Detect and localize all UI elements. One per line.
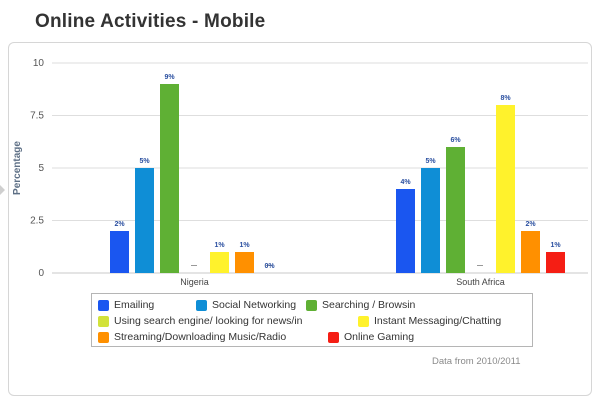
y-axis-ticks: 0 2.5 5 7.5 10 bbox=[30, 58, 44, 279]
legend-swatch bbox=[306, 299, 317, 311]
bar bbox=[421, 168, 440, 273]
legend-label: Emailing bbox=[114, 299, 155, 311]
bar bbox=[210, 252, 229, 273]
y-tick-label: 5 bbox=[38, 163, 44, 174]
data-label: 0% bbox=[264, 263, 275, 270]
data-label: 2% bbox=[114, 221, 125, 228]
legend-swatch bbox=[196, 299, 207, 311]
page-title: Online Activities - Mobile bbox=[35, 11, 266, 32]
data-label: 2% bbox=[525, 221, 536, 228]
data-labels: 2% 5% 9% 1% 1% 0% 4% 5% 6% 8% 2% 1% bbox=[114, 74, 561, 270]
bars bbox=[110, 84, 565, 273]
bar-zero-marker bbox=[266, 265, 272, 266]
data-label: 1% bbox=[214, 242, 225, 249]
bar bbox=[446, 147, 465, 273]
y-tick-label: 2.5 bbox=[30, 216, 44, 227]
bar bbox=[160, 84, 179, 273]
data-label: 1% bbox=[550, 242, 561, 249]
bar bbox=[496, 105, 515, 273]
data-label: 9% bbox=[164, 74, 175, 81]
legend-swatch bbox=[358, 315, 369, 327]
legend-swatch bbox=[98, 315, 109, 327]
x-axis-categories: Nigeria South Africa bbox=[180, 277, 505, 287]
bar bbox=[135, 168, 154, 273]
y-axis-label: Percentage bbox=[12, 141, 23, 195]
data-label: 4% bbox=[400, 179, 411, 186]
data-label: 6% bbox=[450, 137, 461, 144]
legend-item: Online Gaming bbox=[328, 331, 414, 343]
bar-zero-marker bbox=[477, 265, 483, 266]
legend-label: Searching / Browsin bbox=[322, 299, 416, 311]
x-category-label: South Africa bbox=[456, 277, 505, 287]
data-label: 5% bbox=[139, 158, 150, 165]
legend-item: Searching / Browsin bbox=[306, 299, 415, 311]
bar bbox=[110, 231, 129, 273]
data-label: 5% bbox=[425, 158, 436, 165]
source-note: Data from 2010/2011 bbox=[432, 356, 521, 367]
legend-label: Instant Messaging/Chatting bbox=[374, 315, 502, 327]
legend-label: Streaming/Downloading Music/Radio bbox=[114, 331, 287, 343]
bar bbox=[521, 231, 540, 273]
data-label: 8% bbox=[500, 95, 511, 102]
legend-item: Using search engine/ looking for news/in bbox=[98, 315, 303, 327]
bar bbox=[546, 252, 565, 273]
panel-notch bbox=[0, 185, 5, 195]
bar bbox=[396, 189, 415, 273]
legend-label: Using search engine/ looking for news/in bbox=[114, 315, 303, 327]
legend-swatch bbox=[98, 331, 109, 343]
legend-label: Online Gaming bbox=[344, 331, 415, 343]
y-tick-label: 10 bbox=[33, 58, 45, 69]
y-tick-label: 0 bbox=[38, 268, 44, 279]
x-category-label: Nigeria bbox=[180, 277, 209, 287]
legend-item: Social Networking bbox=[196, 299, 296, 311]
legend-swatch bbox=[98, 299, 109, 311]
legend: Emailing Social Networking Searching / Bro… bbox=[91, 293, 533, 347]
data-label: 1% bbox=[239, 242, 250, 249]
y-tick-label: 7.5 bbox=[30, 111, 44, 122]
legend-item: Instant Messaging/Chatting bbox=[358, 315, 501, 327]
bar bbox=[235, 252, 254, 273]
bar-zero-marker bbox=[191, 265, 197, 266]
legend-item: Emailing bbox=[98, 299, 154, 311]
legend-item: Streaming/Downloading Music/Radio bbox=[98, 331, 286, 343]
legend-label: Social Networking bbox=[212, 299, 297, 311]
legend-swatch bbox=[328, 331, 339, 343]
